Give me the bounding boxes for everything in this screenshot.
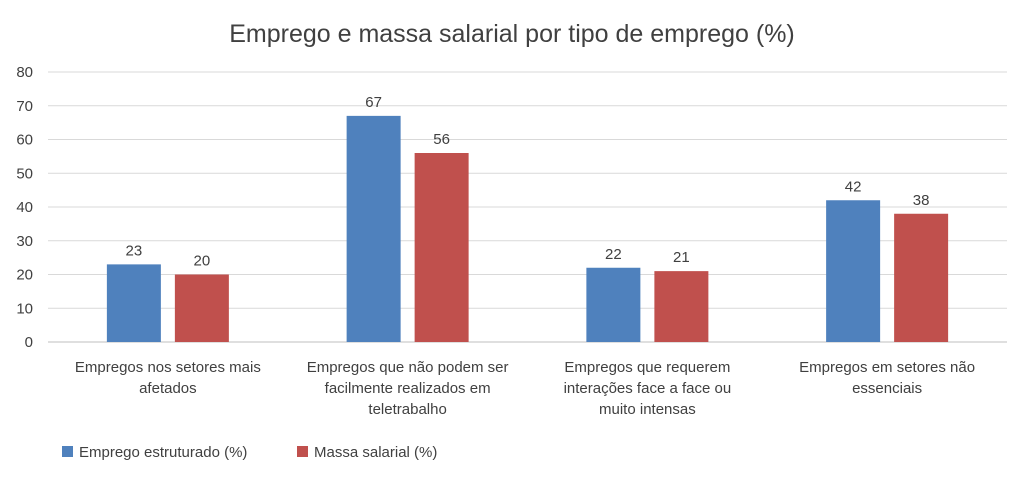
x-category-label: Empregos em setores não <box>799 359 975 376</box>
x-category-label: essenciais <box>852 380 922 397</box>
bar-emprego-estruturado <box>826 200 881 342</box>
y-tick-label: 70 <box>16 98 33 115</box>
data-label: 23 <box>126 242 143 259</box>
bar-massa-salarial <box>414 153 469 342</box>
bar-massa-salarial <box>654 271 709 342</box>
x-category-label: teletrabalho <box>368 401 446 418</box>
data-label: 56 <box>433 131 450 148</box>
x-category-label: afetados <box>139 380 197 397</box>
y-tick-label: 0 <box>25 334 33 351</box>
x-category-label: interações face a face ou <box>564 380 732 397</box>
data-label: 22 <box>605 246 622 263</box>
y-tick-label: 40 <box>16 199 33 216</box>
legend-swatch <box>297 446 308 457</box>
y-tick-label: 30 <box>16 233 33 250</box>
y-axis: 0 10 20 30 40 50 60 70 80 <box>16 64 33 351</box>
bar-massa-salarial <box>894 213 949 342</box>
y-tick-label: 50 <box>16 165 33 182</box>
y-tick-label: 60 <box>16 132 33 149</box>
legend-swatch <box>62 446 73 457</box>
x-category-label: muito intensas <box>599 401 696 418</box>
bar-emprego-estruturado <box>346 115 401 342</box>
x-category-label: facilmente realizados em <box>325 380 491 397</box>
y-tick-label: 80 <box>16 64 33 81</box>
bar-emprego-estruturado <box>586 267 641 342</box>
data-label: 67 <box>365 94 382 111</box>
bar-emprego-estruturado <box>106 264 161 342</box>
data-label: 21 <box>673 249 690 266</box>
legend-label: Massa salarial (%) <box>314 444 437 461</box>
bar-massa-salarial <box>174 274 229 342</box>
chart-title: Emprego e massa salarial por tipo de emp… <box>229 20 795 48</box>
data-label: 42 <box>845 178 862 195</box>
x-category-label: Empregos que não podem ser <box>307 359 509 376</box>
x-category-label: Empregos que requerem <box>564 359 730 376</box>
y-tick-label: 10 <box>16 300 33 317</box>
data-label: 38 <box>913 192 930 209</box>
bars <box>106 115 949 342</box>
data-labels: 23 20 67 56 22 21 42 38 <box>126 94 930 270</box>
x-axis: Empregos nos setores mais afetados Emprego… <box>75 359 975 418</box>
x-category-label: Empregos nos setores mais <box>75 359 261 376</box>
legend-label: Emprego estruturado (%) <box>79 444 247 461</box>
legend: Emprego estruturado (%) Massa salarial (%… <box>62 444 437 461</box>
data-label: 20 <box>194 253 211 270</box>
y-tick-label: 20 <box>16 267 33 284</box>
